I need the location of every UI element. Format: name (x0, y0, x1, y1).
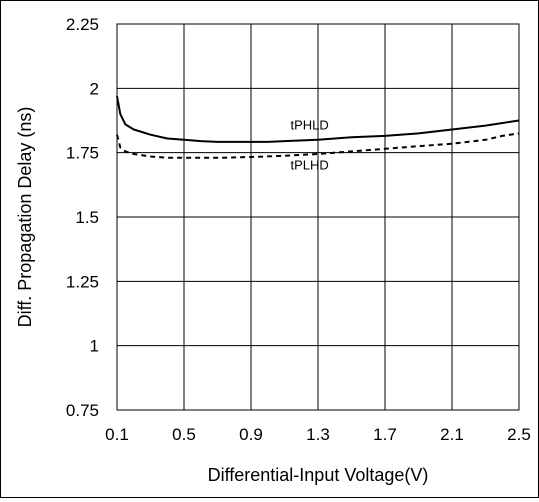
y-tick-label: 1.75 (66, 144, 99, 163)
x-tick-label: 1.3 (306, 425, 330, 444)
x-tick-label: 2.5 (507, 425, 531, 444)
x-tick-label: 1.7 (373, 425, 397, 444)
x-tick-label: 2.1 (440, 425, 464, 444)
x-tick-label: 0.9 (239, 425, 263, 444)
series-layer (116, 95, 520, 159)
x-axis-title: Differential-Input Voltage(V) (208, 465, 429, 485)
plot-border (116, 23, 520, 411)
x-tick-label: 0.5 (172, 425, 196, 444)
y-tick-label: 2 (90, 79, 99, 98)
axis-layer: 0.1 0.5 0.9 1.3 1.7 2.1 2.5 0.75 1 1.25 1.5 1.75 2 2.… (66, 15, 531, 444)
y-tick-label: 0.75 (66, 401, 99, 420)
y-tick-label: 1 (90, 337, 99, 356)
y-axis-title: Diff. Propagation Delay (ns) (15, 107, 35, 328)
y-tick-label: 1.5 (75, 208, 99, 227)
y-tick-label: 2.25 (66, 15, 99, 34)
series-line-tplhd (116, 132, 520, 159)
label-layer: Differential-Input Voltage(V) Diff. Prop… (15, 107, 428, 485)
series-line-tphld (116, 95, 520, 143)
series-annotation-tphld: tPHLD (290, 118, 328, 133)
y-tick-label: 1.25 (66, 272, 99, 291)
series-annotation-tplhd: tPLHD (290, 157, 328, 172)
grid-layer (116, 23, 520, 411)
x-tick-label: 0.1 (105, 425, 129, 444)
